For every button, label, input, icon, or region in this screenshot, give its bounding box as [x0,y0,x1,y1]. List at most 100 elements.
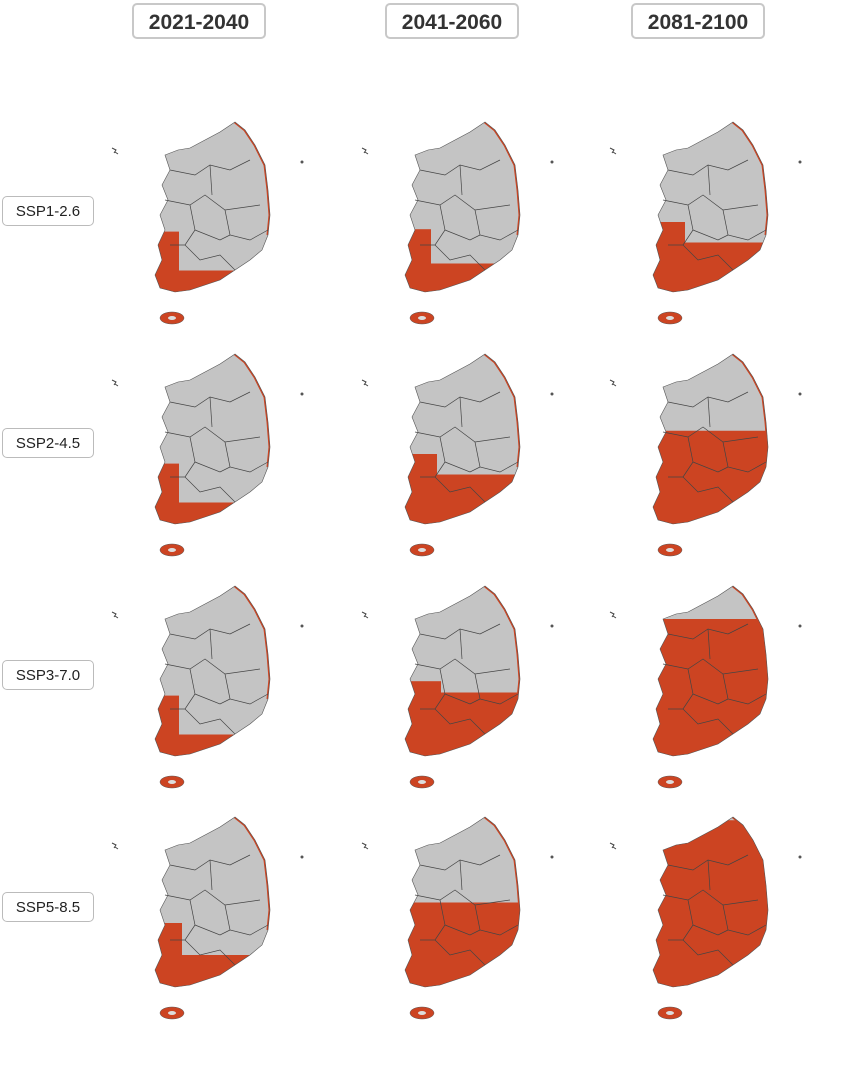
border [707,396,711,428]
outline [652,353,769,525]
border [459,859,463,891]
border [662,194,759,211]
border [194,461,231,473]
border [692,461,729,473]
border [662,889,759,906]
border [444,924,481,936]
island [798,160,802,164]
border [668,899,694,941]
border [459,396,463,428]
border [682,244,734,271]
border [474,904,519,936]
border [682,939,734,966]
outline [404,121,521,293]
risk-west [653,439,698,524]
jeju-peak [666,1011,674,1015]
jeju-peak [418,548,426,552]
border [209,859,213,891]
map [111,121,304,325]
map [609,816,802,1020]
border [194,229,231,241]
border [722,441,767,473]
border [164,889,261,906]
border [420,204,446,246]
map [361,353,554,557]
column-header: 2021-2040 [132,3,266,39]
border [434,476,486,503]
island [798,855,802,859]
jeju-peak [168,548,176,552]
row-header: SSP5-8.5 [2,892,94,922]
border [184,476,236,503]
border [444,693,481,705]
border [170,899,196,941]
jeju-peak [418,316,426,320]
border [722,673,767,705]
risk-west [653,656,710,756]
border [164,194,261,211]
map [609,353,802,557]
outline [404,585,521,757]
map [111,816,304,1020]
border [692,693,729,705]
risk-area [653,586,768,756]
island [111,611,119,619]
island [361,147,369,155]
island [798,624,802,628]
island [798,392,802,396]
border [420,668,446,710]
risk-west [653,876,719,987]
column-header: 2081-2100 [631,3,765,39]
island [361,611,369,619]
jeju-peak [418,1011,426,1015]
island [111,842,119,850]
border [170,204,196,246]
island [609,611,617,619]
jeju-peak [666,316,674,320]
row-header: SSP1-2.6 [2,196,94,226]
border [420,436,446,478]
outline [154,816,271,988]
border [668,436,694,478]
row-header: SSP3-7.0 [2,660,94,690]
outline [154,585,271,757]
border [184,939,236,966]
border [722,209,767,241]
island [550,392,554,396]
border [224,904,269,936]
border [414,426,511,443]
border [170,436,196,478]
row-header: SSP2-4.5 [2,428,94,458]
outline [404,353,521,525]
border [224,441,269,473]
border [224,209,269,241]
map [609,121,802,325]
map [361,816,554,1020]
border [164,426,261,443]
border [668,668,694,710]
map [361,585,554,789]
island [300,624,304,628]
border [474,673,519,705]
border [209,628,213,660]
border [209,164,213,196]
island [609,379,617,387]
border [682,476,734,503]
border [414,889,511,906]
outline [652,585,769,757]
border [420,899,446,941]
border [692,924,729,936]
border [414,658,511,675]
outline [404,816,521,988]
border [662,426,759,443]
island [300,855,304,859]
island [111,147,119,155]
island [609,147,617,155]
map [361,121,554,325]
island [300,160,304,164]
border [707,164,711,196]
island [300,392,304,396]
border [459,628,463,660]
